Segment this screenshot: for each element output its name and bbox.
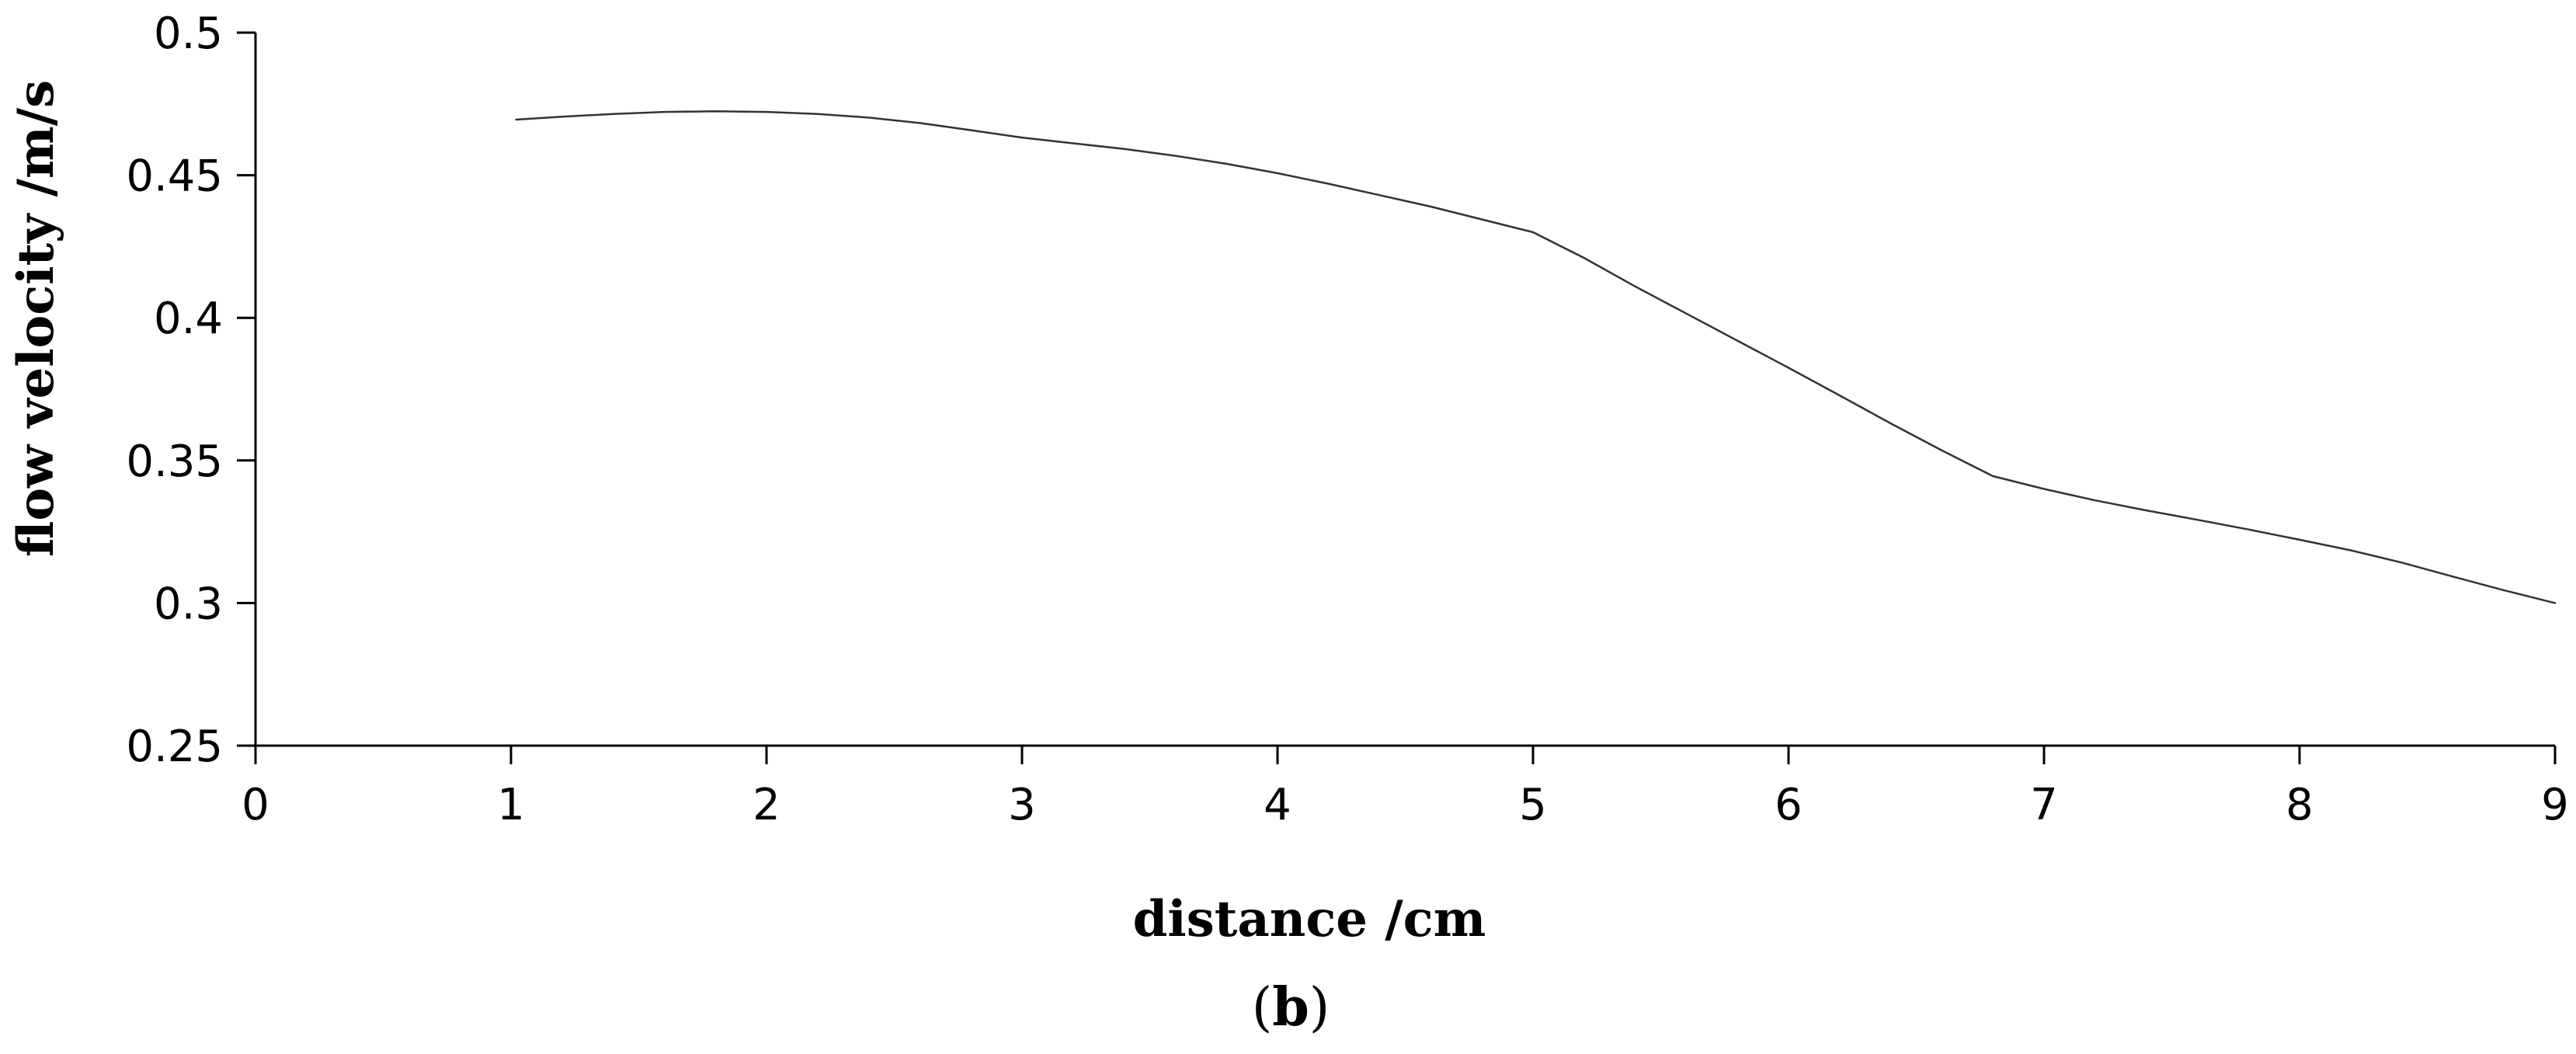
x-tick-label: 3 [1008,780,1036,830]
caption-open-paren: ( [1252,977,1273,1038]
series-line [515,110,2557,604]
x-tick-label: 6 [1775,780,1803,830]
x-axis-title: distance /cm [1133,890,1486,948]
x-axis-ticks: 0 1 2 3 4 5 6 7 8 9 [242,746,2569,830]
x-tick-label: 2 [753,780,780,830]
x-tick-label: 1 [497,780,525,830]
y-tick-label: 0.3 [154,579,223,629]
y-tick-label: 0.35 [126,437,223,487]
x-tick-label: 7 [2030,780,2058,830]
y-tick-label: 0.25 [126,722,223,772]
figure-caption: (b) [1252,976,1330,1038]
caption-letter: b [1272,976,1309,1038]
x-tick-label: 8 [2286,780,2314,830]
x-tick-label: 5 [1519,780,1547,830]
series-group [515,110,2557,604]
x-tick-label: 4 [1264,780,1291,830]
axes [254,33,2555,747]
x-tick-label: 0 [242,780,269,830]
y-axis-ticks: 0.25 0.3 0.35 0.4 0.45 0.5 [126,9,256,772]
x-tick-label: 9 [2541,780,2569,830]
y-tick-label: 0.5 [154,9,223,59]
caption-close-paren: ) [1309,977,1330,1038]
y-tick-label: 0.4 [154,294,223,344]
y-tick-label: 0.45 [126,151,223,202]
y-axis-title: flow velocity /m/s [7,80,65,557]
